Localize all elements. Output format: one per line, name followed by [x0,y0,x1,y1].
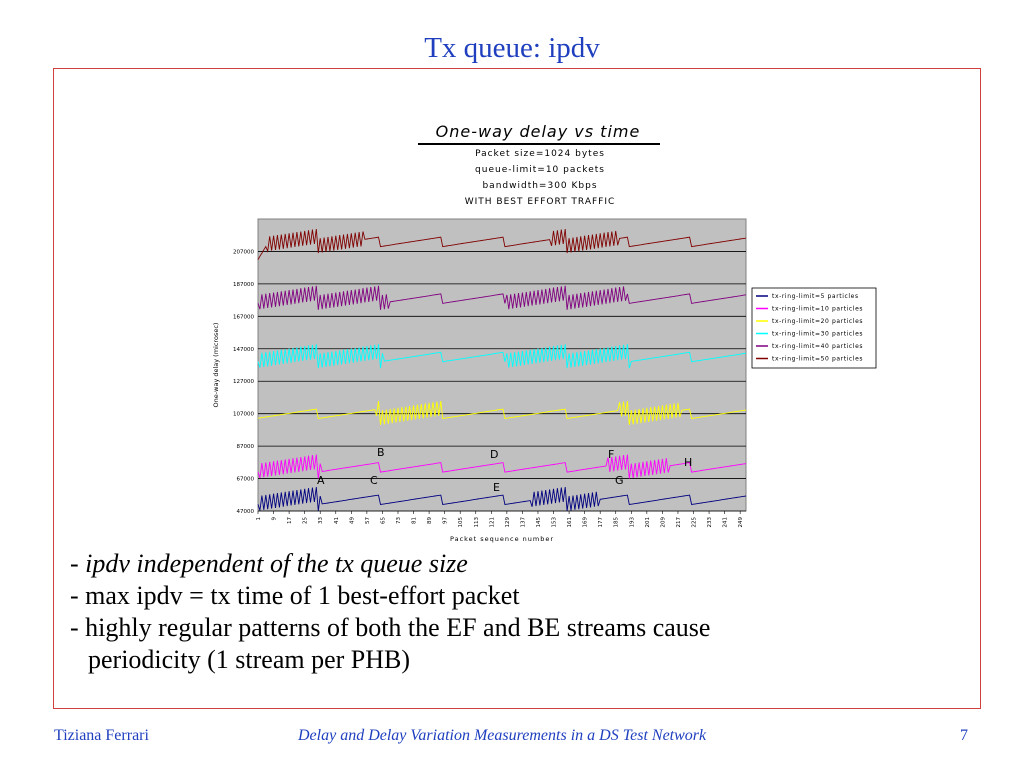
bullet-item: periodicity (1 stream per PHB) [88,645,411,674]
slide-title: Tx queue: ipdv [424,32,600,64]
bullet-item: - max ipdv = tx time of 1 best-effort pa… [70,581,520,610]
bullet-list: - ipdv independent of the tx queue size … [70,548,970,676]
footer-author: Tiziana Ferrari [54,727,149,744]
chart-subtitle-line: WITH BEST EFFORT TRAFFIC [464,197,616,207]
chart-subtitle-line: bandwidth=300 Kbps [482,181,598,191]
chart-title: One-way delay vs time [435,122,641,141]
bullet-item: - highly regular patterns of both the EF… [70,613,711,642]
bullet-item: - ipdv independent of the tx queue size [70,549,468,578]
chart-title-underline [418,143,660,145]
chart-subtitle-line: queue-limit=10 packets [475,165,605,175]
footer-page-number: 7 [960,727,968,744]
content-frame [53,68,981,709]
chart-subtitle-line: Packet size=1024 bytes [475,149,605,159]
footer-title: Delay and Delay Variation Measurements i… [298,727,707,744]
